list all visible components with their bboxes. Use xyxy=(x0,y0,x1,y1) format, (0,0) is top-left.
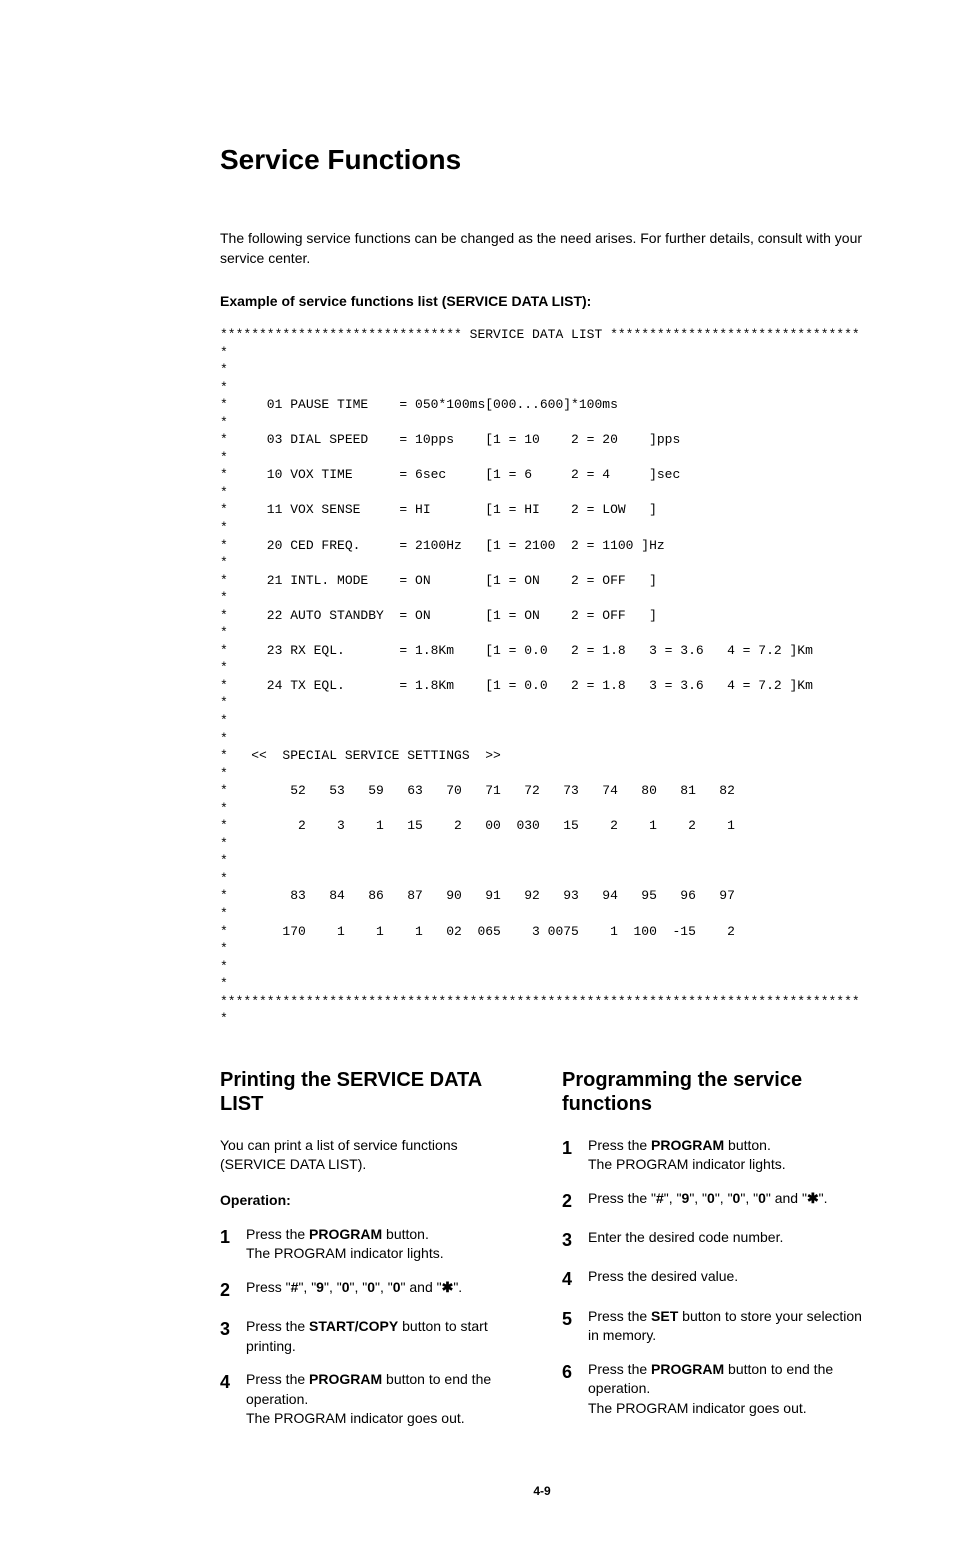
example-label: Example of service functions list (SERVI… xyxy=(220,292,864,312)
service-data-list: ******************************* SERVICE … xyxy=(220,326,864,1028)
page-title: Service Functions xyxy=(220,140,864,179)
step-text: Press the PROGRAM button.The PROGRAM ind… xyxy=(588,1136,864,1175)
step-item: Press "#", "9", "0", "0", "0" and "✱". xyxy=(220,1278,522,1303)
left-steps-list: Press the PROGRAM button.The PROGRAM ind… xyxy=(220,1225,522,1429)
operation-label: Operation: xyxy=(220,1191,522,1211)
step-text: Press the "#", "9", "0", "0", "0" and "✱… xyxy=(588,1189,864,1209)
step-item: Press the "#", "9", "0", "0", "0" and "✱… xyxy=(562,1189,864,1214)
step-text: Press "#", "9", "0", "0", "0" and "✱". xyxy=(246,1278,522,1298)
step-item: Press the PROGRAM button.The PROGRAM ind… xyxy=(562,1136,864,1175)
step-item: Enter the desired code number. xyxy=(562,1228,864,1253)
step-text: Press the PROGRAM button.The PROGRAM ind… xyxy=(246,1225,522,1264)
step-item: Press the desired value. xyxy=(562,1267,864,1292)
left-paragraph: You can print a list of service function… xyxy=(220,1136,522,1175)
right-steps-list: Press the PROGRAM button.The PROGRAM ind… xyxy=(562,1136,864,1419)
page-number: 4-9 xyxy=(220,1483,864,1500)
step-text: Enter the desired code number. xyxy=(588,1228,864,1248)
step-text: Press the SET button to store your selec… xyxy=(588,1307,864,1346)
right-heading: Programming the service functions xyxy=(562,1068,864,1116)
step-text: Press the PROGRAM button to end the oper… xyxy=(246,1370,522,1429)
left-column: Printing the SERVICE DATA LIST You can p… xyxy=(220,1068,522,1443)
step-text: Press the desired value. xyxy=(588,1267,864,1287)
right-column: Programming the service functions Press … xyxy=(562,1068,864,1443)
step-item: Press the PROGRAM button.The PROGRAM ind… xyxy=(220,1225,522,1264)
intro-paragraph: The following service functions can be c… xyxy=(220,229,864,268)
step-item: Press the PROGRAM button to end the oper… xyxy=(220,1370,522,1429)
step-item: Press the PROGRAM button to end the oper… xyxy=(562,1360,864,1419)
left-heading: Printing the SERVICE DATA LIST xyxy=(220,1068,522,1116)
step-item: Press the START/COPY button to start pri… xyxy=(220,1317,522,1356)
step-text: Press the PROGRAM button to end the oper… xyxy=(588,1360,864,1419)
step-item: Press the SET button to store your selec… xyxy=(562,1307,864,1346)
step-text: Press the START/COPY button to start pri… xyxy=(246,1317,522,1356)
